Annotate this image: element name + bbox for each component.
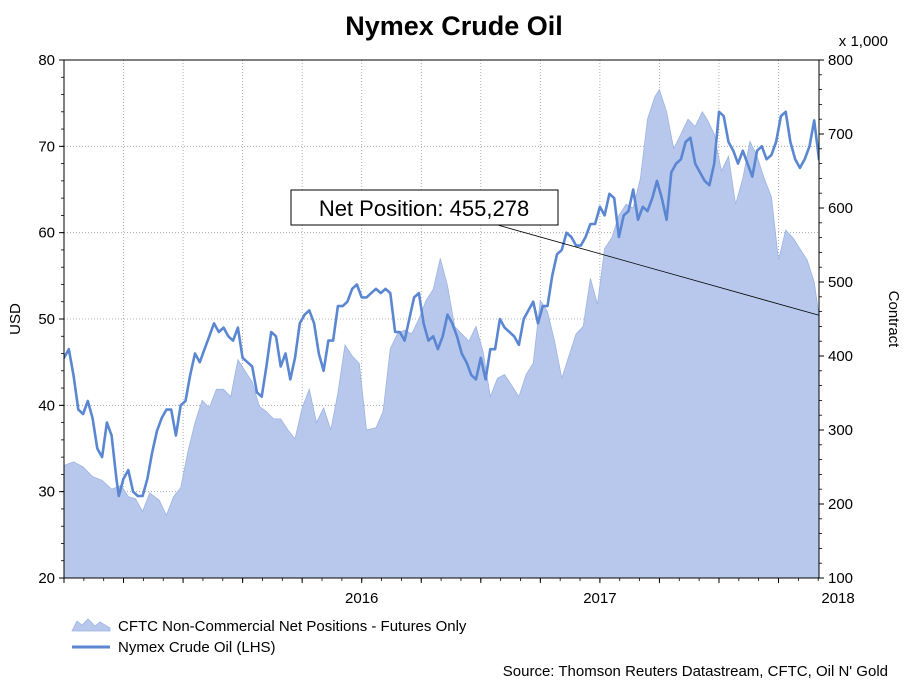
right-tick-label: 300 (828, 422, 853, 439)
legend-label-net-positions: CFTC Non-Commercial Net Positions - Futu… (118, 618, 467, 635)
right-tick-label: 400 (828, 348, 853, 365)
x-tick-label: 2016 (345, 590, 378, 607)
right-tick-label: 100 (828, 570, 853, 587)
callout-text: Net Position: 455,278 (319, 196, 529, 221)
left-axis-ticks: 20 30 40 50 60 70 80 (38, 52, 64, 587)
right-axis-multiplier: x 1,000 (839, 33, 888, 50)
legend: CFTC Non-Commercial Net Positions - Futu… (71, 618, 467, 656)
x-tick-label: 2017 (583, 590, 616, 607)
left-tick-label: 70 (38, 138, 55, 155)
crude-price-line-layer (64, 110, 819, 498)
left-tick-label: 40 (38, 397, 55, 414)
right-tick-label: 700 (828, 126, 853, 143)
right-tick-label: 600 (828, 200, 853, 217)
net-positions-area-layer (64, 88, 819, 578)
left-tick-label: 30 (38, 484, 55, 501)
chart-title: Nymex Crude Oil (345, 11, 563, 41)
left-tick-label: 20 (38, 570, 55, 587)
right-axis-label: Contract (885, 291, 902, 349)
right-tick-label: 200 (828, 496, 853, 513)
crude-price-line (64, 110, 819, 498)
left-tick-label: 50 (38, 311, 55, 328)
left-axis-label: USD (7, 303, 24, 335)
legend-label-crude-oil: Nymex Crude Oil (LHS) (118, 639, 276, 656)
right-tick-label: 800 (828, 52, 853, 69)
x-axis-ticks: 2016 2017 2018 (63, 578, 855, 607)
left-tick-label: 60 (38, 225, 55, 242)
callout-leader-line (493, 223, 820, 316)
callout-box (290, 189, 559, 226)
legend-swatch-area (71, 618, 111, 632)
net-positions-area (64, 88, 819, 578)
right-axis-ticks: 100 200 300 400 500 600 700 800 (819, 52, 853, 587)
source-note: Source: Thomson Reuters Datastream, CFTC… (503, 663, 888, 680)
right-tick-label: 500 (828, 274, 853, 291)
left-tick-label: 80 (38, 52, 55, 69)
x-tick-label: 2018 (821, 590, 854, 607)
net-position-callout: Net Position: 455,278 (290, 189, 820, 316)
